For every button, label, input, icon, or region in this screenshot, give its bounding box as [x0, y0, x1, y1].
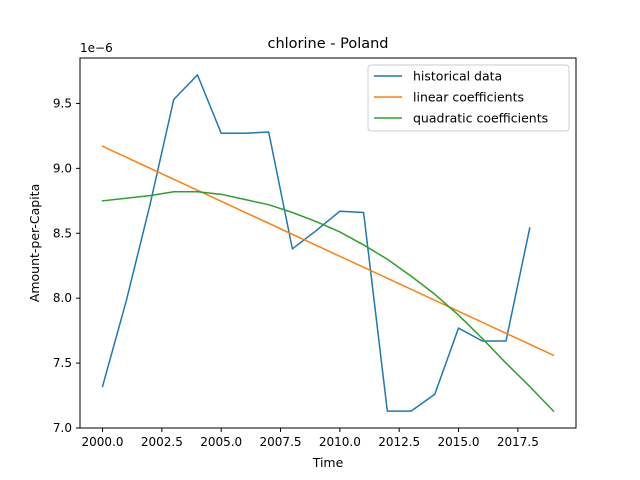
- legend-entry-quadratic-coefficients: quadratic coefficients: [413, 111, 548, 126]
- x-tick-label: 2002.5: [141, 435, 183, 449]
- y-tick-label: 7.5: [53, 356, 72, 370]
- series-line-quadratic-coefficients: [101, 190, 555, 413]
- y-tick-label: 8.0: [53, 291, 72, 305]
- legend-box: [367, 64, 570, 132]
- x-tick-label: 2000.0: [82, 435, 124, 449]
- x-tick-label: 2017.5: [497, 435, 539, 449]
- y-scale-label: 1e−6: [80, 41, 113, 55]
- x-tick-label: 2010.0: [319, 435, 361, 449]
- x-tick-label: 2007.5: [260, 435, 302, 449]
- y-tick-label: 7.0: [53, 421, 72, 435]
- plot-frame: [79, 57, 577, 429]
- x-tick-label: 2015.0: [438, 435, 480, 449]
- x-tick-label: 2005.0: [200, 435, 242, 449]
- y-tick-label: 9.5: [53, 96, 72, 110]
- y-axis: 7.0 7.5 8.0 8.5 9.0 9.5: [53, 96, 80, 435]
- series-line-linear-coefficients: [101, 145, 555, 357]
- y-tick-label: 9.0: [53, 161, 72, 175]
- legend-entry-historical-data: historical data: [413, 69, 502, 84]
- plot-lines: [101, 74, 555, 413]
- x-tick-label: 2012.5: [378, 435, 420, 449]
- legend-entry-linear-coefficients: linear coefficients: [413, 90, 524, 105]
- legend: historical data linear coefficients quadra…: [367, 64, 570, 132]
- x-axis: 2000.0 2002.5 2005.0 2007.5 2010.0 2012.5 2015…: [82, 428, 539, 449]
- y-tick-label: 8.5: [53, 226, 72, 240]
- series-line-historical-data: [101, 74, 531, 412]
- y-axis-label: Amount-per-Capita: [27, 184, 42, 302]
- chart-title: chlorine - Poland: [267, 36, 388, 52]
- x-axis-label: Time: [312, 455, 344, 470]
